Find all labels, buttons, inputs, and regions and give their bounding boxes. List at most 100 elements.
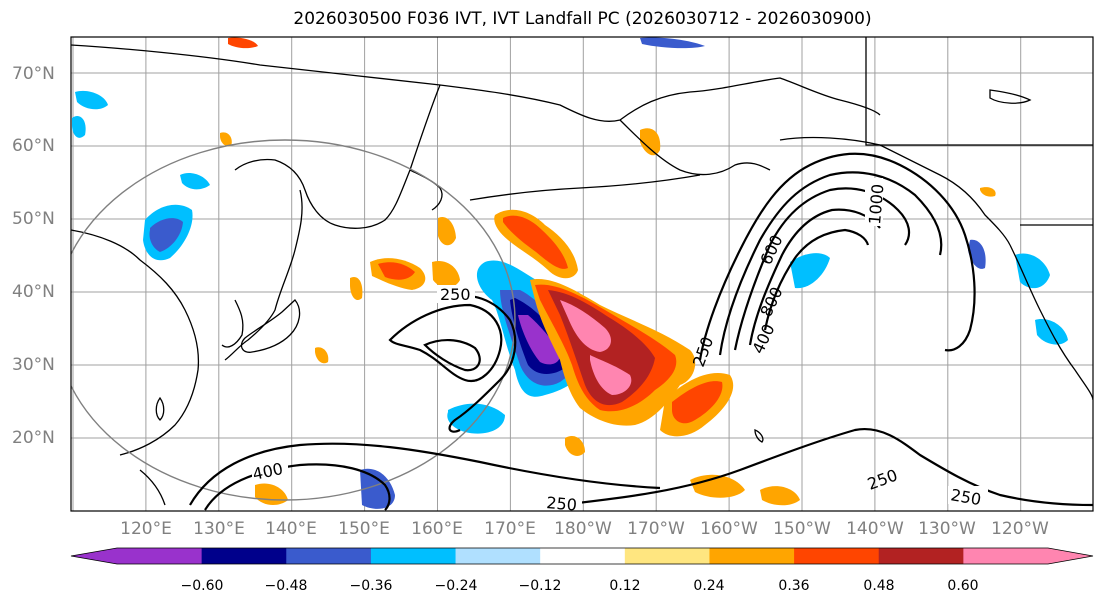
ivt-contour-1000-east <box>763 228 870 331</box>
longitude-label: 150°W <box>773 519 831 539</box>
contour-label: 250 <box>440 285 471 304</box>
ivt-contour-800-east <box>748 208 881 346</box>
taiwan <box>155 396 165 421</box>
negative-anomaly-region <box>1015 253 1050 289</box>
positive-anomaly-region <box>438 216 456 246</box>
negative-anomaly-region <box>640 37 705 49</box>
longitude-label: 120°E <box>120 519 172 539</box>
colorbar-tick-label: −0.36 <box>350 578 393 594</box>
longitude-label: 150°E <box>338 519 390 539</box>
colorbar-segment <box>370 548 457 564</box>
longitude-label: 160°E <box>411 519 463 539</box>
longitude-label: 130°E <box>193 519 245 539</box>
colorbar-tick-label: 0.12 <box>609 578 640 594</box>
negative-anomaly-region <box>790 253 830 289</box>
map-frame <box>70 36 1094 512</box>
positive-anomaly-region <box>560 300 612 352</box>
contour-label: 250 <box>546 493 578 515</box>
ivt-contour-250-east <box>698 152 976 361</box>
contour-label: 250 <box>865 465 900 493</box>
positive-anomaly-region <box>760 486 800 506</box>
latitude-label: 40°N <box>12 282 55 302</box>
positive-anomaly-region <box>590 355 632 395</box>
map-plot-area: 250 1000 600 800 400 250 400 250 250 250 <box>71 37 1093 515</box>
ivt-contour-250-mid <box>448 295 517 433</box>
negative-anomaly-region <box>360 468 395 509</box>
positive-anomaly-region <box>640 128 661 156</box>
colorbar-tick-label: −0.48 <box>265 578 308 594</box>
colorbar <box>70 547 1094 565</box>
longitude-label: 160°W <box>700 519 758 539</box>
longitude-label: 170°W <box>627 519 685 539</box>
canada-border <box>865 37 1093 146</box>
positive-anomaly-region <box>503 215 568 269</box>
ivt-contours <box>189 152 1093 511</box>
positive-anomaly-region <box>255 483 288 506</box>
positive-anomaly-region <box>672 381 723 424</box>
longitude-label: 180°W <box>554 519 612 539</box>
latitude-label: 70°N <box>12 64 55 84</box>
longitude-axis: 120°E 130°E 140°E 150°E 160°E 170°E 180°… <box>120 519 1049 539</box>
philippines <box>139 469 166 506</box>
colorbar-segment <box>286 548 372 564</box>
longitude-label: 130°W <box>918 519 976 539</box>
positive-anomaly-region <box>315 347 329 364</box>
colorbar-tick-label: −0.12 <box>519 578 562 594</box>
longitude-label: 140°E <box>265 519 317 539</box>
colorbar-tick-label: −0.60 <box>181 578 224 594</box>
positive-anomaly-region <box>350 276 363 301</box>
colorbar-tick-label: 0.60 <box>947 578 978 594</box>
alaska-gulf-coast <box>779 136 1011 246</box>
contour-label: 400 <box>748 321 778 357</box>
positive-anomaly-region <box>228 37 258 49</box>
contour-label: 250 <box>949 485 982 509</box>
ivt-contour-250-south <box>189 442 661 506</box>
longitude-label: 120°W <box>991 519 1049 539</box>
negative-anomaly-region <box>518 315 561 365</box>
longitude-label: 170°E <box>484 519 536 539</box>
ivt-contour-600-east <box>733 187 911 351</box>
contour-label: 250 <box>689 334 717 369</box>
positive-anomaly-region <box>432 260 460 288</box>
negative-anomaly-region <box>447 403 505 434</box>
colorbar-segment <box>117 548 203 564</box>
positive-anomaly-region <box>378 262 415 280</box>
colorbar-extend-low <box>71 548 117 564</box>
colorbar-segment <box>709 548 795 564</box>
asia-coastline <box>71 44 881 122</box>
positive-anomaly-region <box>220 132 232 147</box>
north-america-west-coast <box>1009 244 1093 401</box>
latitude-axis: 70°N 60°N 50°N 40°N 30°N 20°N <box>12 64 55 448</box>
colorbar-segment <box>963 548 1049 564</box>
alaska-coastline <box>619 119 771 176</box>
ivt-contour-400-south <box>204 463 391 511</box>
colorbar-segment <box>794 548 880 564</box>
aleutian-islands <box>469 174 701 201</box>
colorbar-segment <box>540 548 626 564</box>
longitude-label: 140°W <box>846 519 904 539</box>
asia-east-coast <box>234 84 441 229</box>
latitude-label: 60°N <box>12 136 55 156</box>
positive-anomaly-region <box>980 187 996 197</box>
ivt-contour-400-east <box>718 171 943 356</box>
colorbar-tick-label: 0.36 <box>778 578 809 594</box>
anomaly-shading <box>72 37 1068 509</box>
colorbar-segment <box>624 548 710 564</box>
hawaii <box>754 429 764 443</box>
negative-anomaly-region <box>149 218 183 252</box>
negative-anomaly-region <box>180 173 210 190</box>
colorbar-segment <box>878 548 964 564</box>
ivt-contour-400-west <box>423 339 481 372</box>
positive-anomaly-region <box>565 435 585 456</box>
colorbar-segment <box>201 548 287 564</box>
contour-label: 800 <box>756 284 786 320</box>
graticule <box>71 37 1093 511</box>
latitude-label: 50°N <box>12 209 55 229</box>
latitude-label: 30°N <box>12 355 55 375</box>
contour-label: 1000 <box>865 183 887 225</box>
arctic-islands <box>989 89 1032 104</box>
colorbar-tick-label: −0.24 <box>435 578 478 594</box>
colorbar-extend-high <box>1048 548 1093 564</box>
korea-coast <box>221 299 244 348</box>
